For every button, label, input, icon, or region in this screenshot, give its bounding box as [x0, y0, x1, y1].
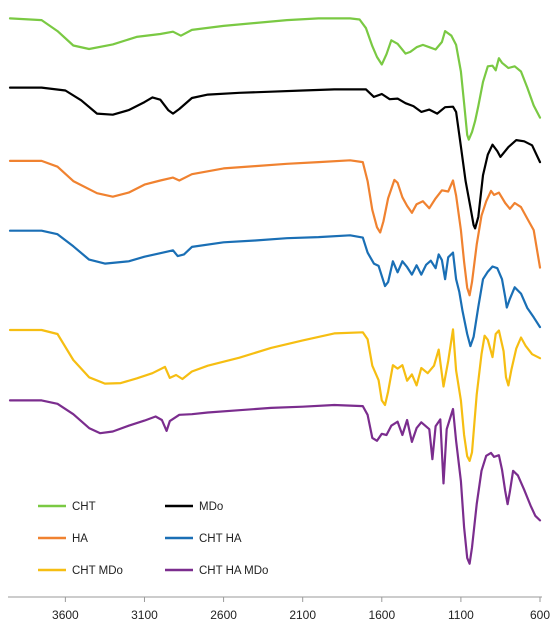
series-line-cht-ha [8, 229, 542, 348]
x-tick-label: 2600 [210, 608, 237, 622]
legend-item-cht: CHT [38, 501, 96, 513]
x-tick-label: 600 [530, 608, 550, 622]
legend-item-cht-mdo: CHT MDo [38, 565, 123, 577]
legend-label: MDo [199, 501, 223, 513]
legend-label: CHT [72, 501, 96, 513]
legend: CHT MDo HA CHT HA CHT MDo CHT HA MDo [38, 501, 268, 577]
legend-label: HA [72, 533, 88, 545]
series-layer [8, 17, 542, 565]
legend-item-cht-ha-mdo: CHT HA MDo [165, 565, 268, 577]
series-line-ha [8, 159, 542, 297]
series-line-cht [8, 17, 542, 141]
x-tick-label: 3100 [131, 608, 158, 622]
legend-item-cht-ha: CHT HA [165, 533, 242, 545]
series-line-mdo [8, 86, 542, 230]
legend-item-ha: HA [38, 533, 88, 545]
x-tick-label: 3600 [52, 608, 79, 622]
x-tick-label: 1100 [448, 608, 474, 622]
series-line-cht-ha-mdo [8, 399, 542, 565]
legend-label: CHT MDo [72, 565, 123, 577]
x-tick-label: 1600 [368, 608, 395, 622]
legend-label: CHT HA [199, 533, 242, 545]
x-axis: 3600 3100 2600 2100 1600 1100 600 [8, 596, 550, 622]
legend-label: CHT HA MDo [199, 565, 268, 577]
legend-item-mdo: MDo [165, 501, 223, 513]
series-line-cht-mdo [8, 328, 542, 462]
x-tick-label: 2100 [289, 608, 316, 622]
